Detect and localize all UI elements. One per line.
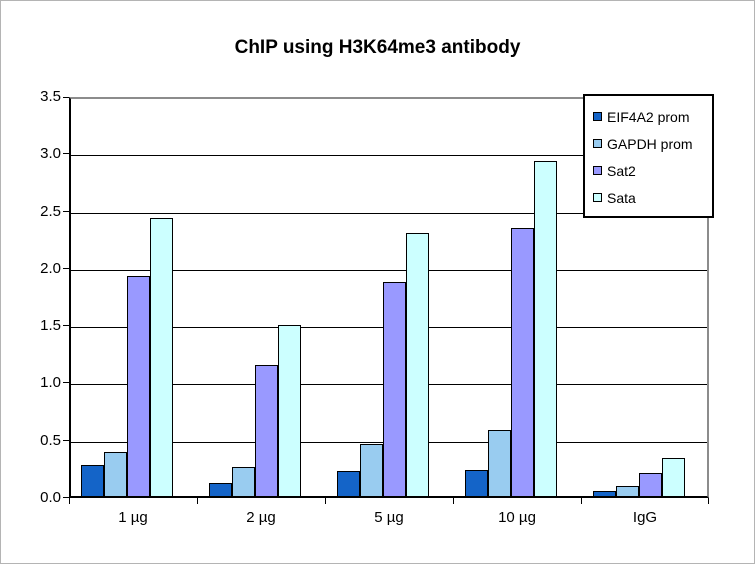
x-axis-tick [453,498,454,504]
y-tick-label: 2.0 [40,259,61,277]
bar-sata-5 [662,458,686,496]
y-axis-tick [63,382,69,384]
bar-sat2-4 [511,227,535,496]
x-tick-label: 1 µg [118,509,148,526]
legend-item: Sat2 [593,157,712,184]
gridline [71,155,707,157]
bar-gapdh-prom-1 [104,452,128,496]
legend-swatch-icon [593,166,602,175]
legend-label: Sat2 [607,162,636,179]
y-axis-tick [63,439,69,441]
y-tick-label: 0.0 [40,489,61,506]
legend: EIF4A2 prom GAPDH prom Sat2 Sata [583,94,714,218]
bar-gapdh-prom-5 [616,485,640,496]
x-axis-tick [197,498,198,504]
bar-gapdh-prom-3 [360,444,384,496]
x-axis-tick [581,498,582,504]
bar-gapdh-prom-4 [488,429,512,496]
bar-sat2-3 [383,281,407,496]
y-tick-label: 3.0 [40,145,61,163]
bar-sat2-5 [639,473,663,496]
x-tick-label: IgG [632,509,658,526]
legend-item: GAPDH prom [593,130,712,157]
legend-swatch-icon [593,193,602,202]
bar-eif4a2-prom-2 [209,483,233,496]
gridline [71,269,707,271]
bar-sata-2 [278,325,302,496]
legend-label: GAPDH prom [607,135,693,152]
legend-label: EIF4A2 prom [607,108,690,125]
legend-swatch-icon [593,112,602,121]
x-tick-label: 10 µg [498,509,536,526]
x-tick-label: 2 µg [246,509,276,526]
bar-eif4a2-prom-1 [81,465,105,496]
bar-gapdh-prom-2 [232,467,256,496]
legend-swatch-icon [593,139,602,148]
chart-title: ChIP using H3K64me3 antibody [234,37,521,58]
x-axis-tick [708,498,709,504]
y-tick-label: 2.5 [40,202,61,220]
legend-label: Sata [607,189,636,206]
x-tick-label: 5 µg [374,509,404,526]
y-axis-tick [63,97,69,98]
y-axis-tick [63,325,69,327]
bar-eif4a2-prom-4 [465,469,489,496]
bar-sata-3 [406,232,430,496]
y-tick-label: 1.5 [40,317,61,335]
y-axis-tick [63,497,69,498]
bar-eif4a2-prom-3 [337,470,361,496]
x-axis-tick [69,498,70,504]
bar-sata-4 [534,161,558,496]
bar-sata-1 [150,217,174,496]
y-axis-tick [63,267,69,269]
legend-item: Sata [593,184,712,211]
legend-item: EIF4A2 prom [593,103,712,130]
y-tick-label: 1.0 [40,374,61,392]
bar-sat2-2 [255,365,279,496]
x-axis-tick [325,498,326,504]
y-tick-label: 0.5 [40,431,61,449]
bar-sat2-1 [127,276,151,496]
y-axis-tick [63,210,69,212]
y-axis-tick [63,153,69,155]
bar-eif4a2-prom-5 [593,491,617,496]
y-tick-label: 3.5 [40,88,61,105]
gridline [71,212,707,214]
